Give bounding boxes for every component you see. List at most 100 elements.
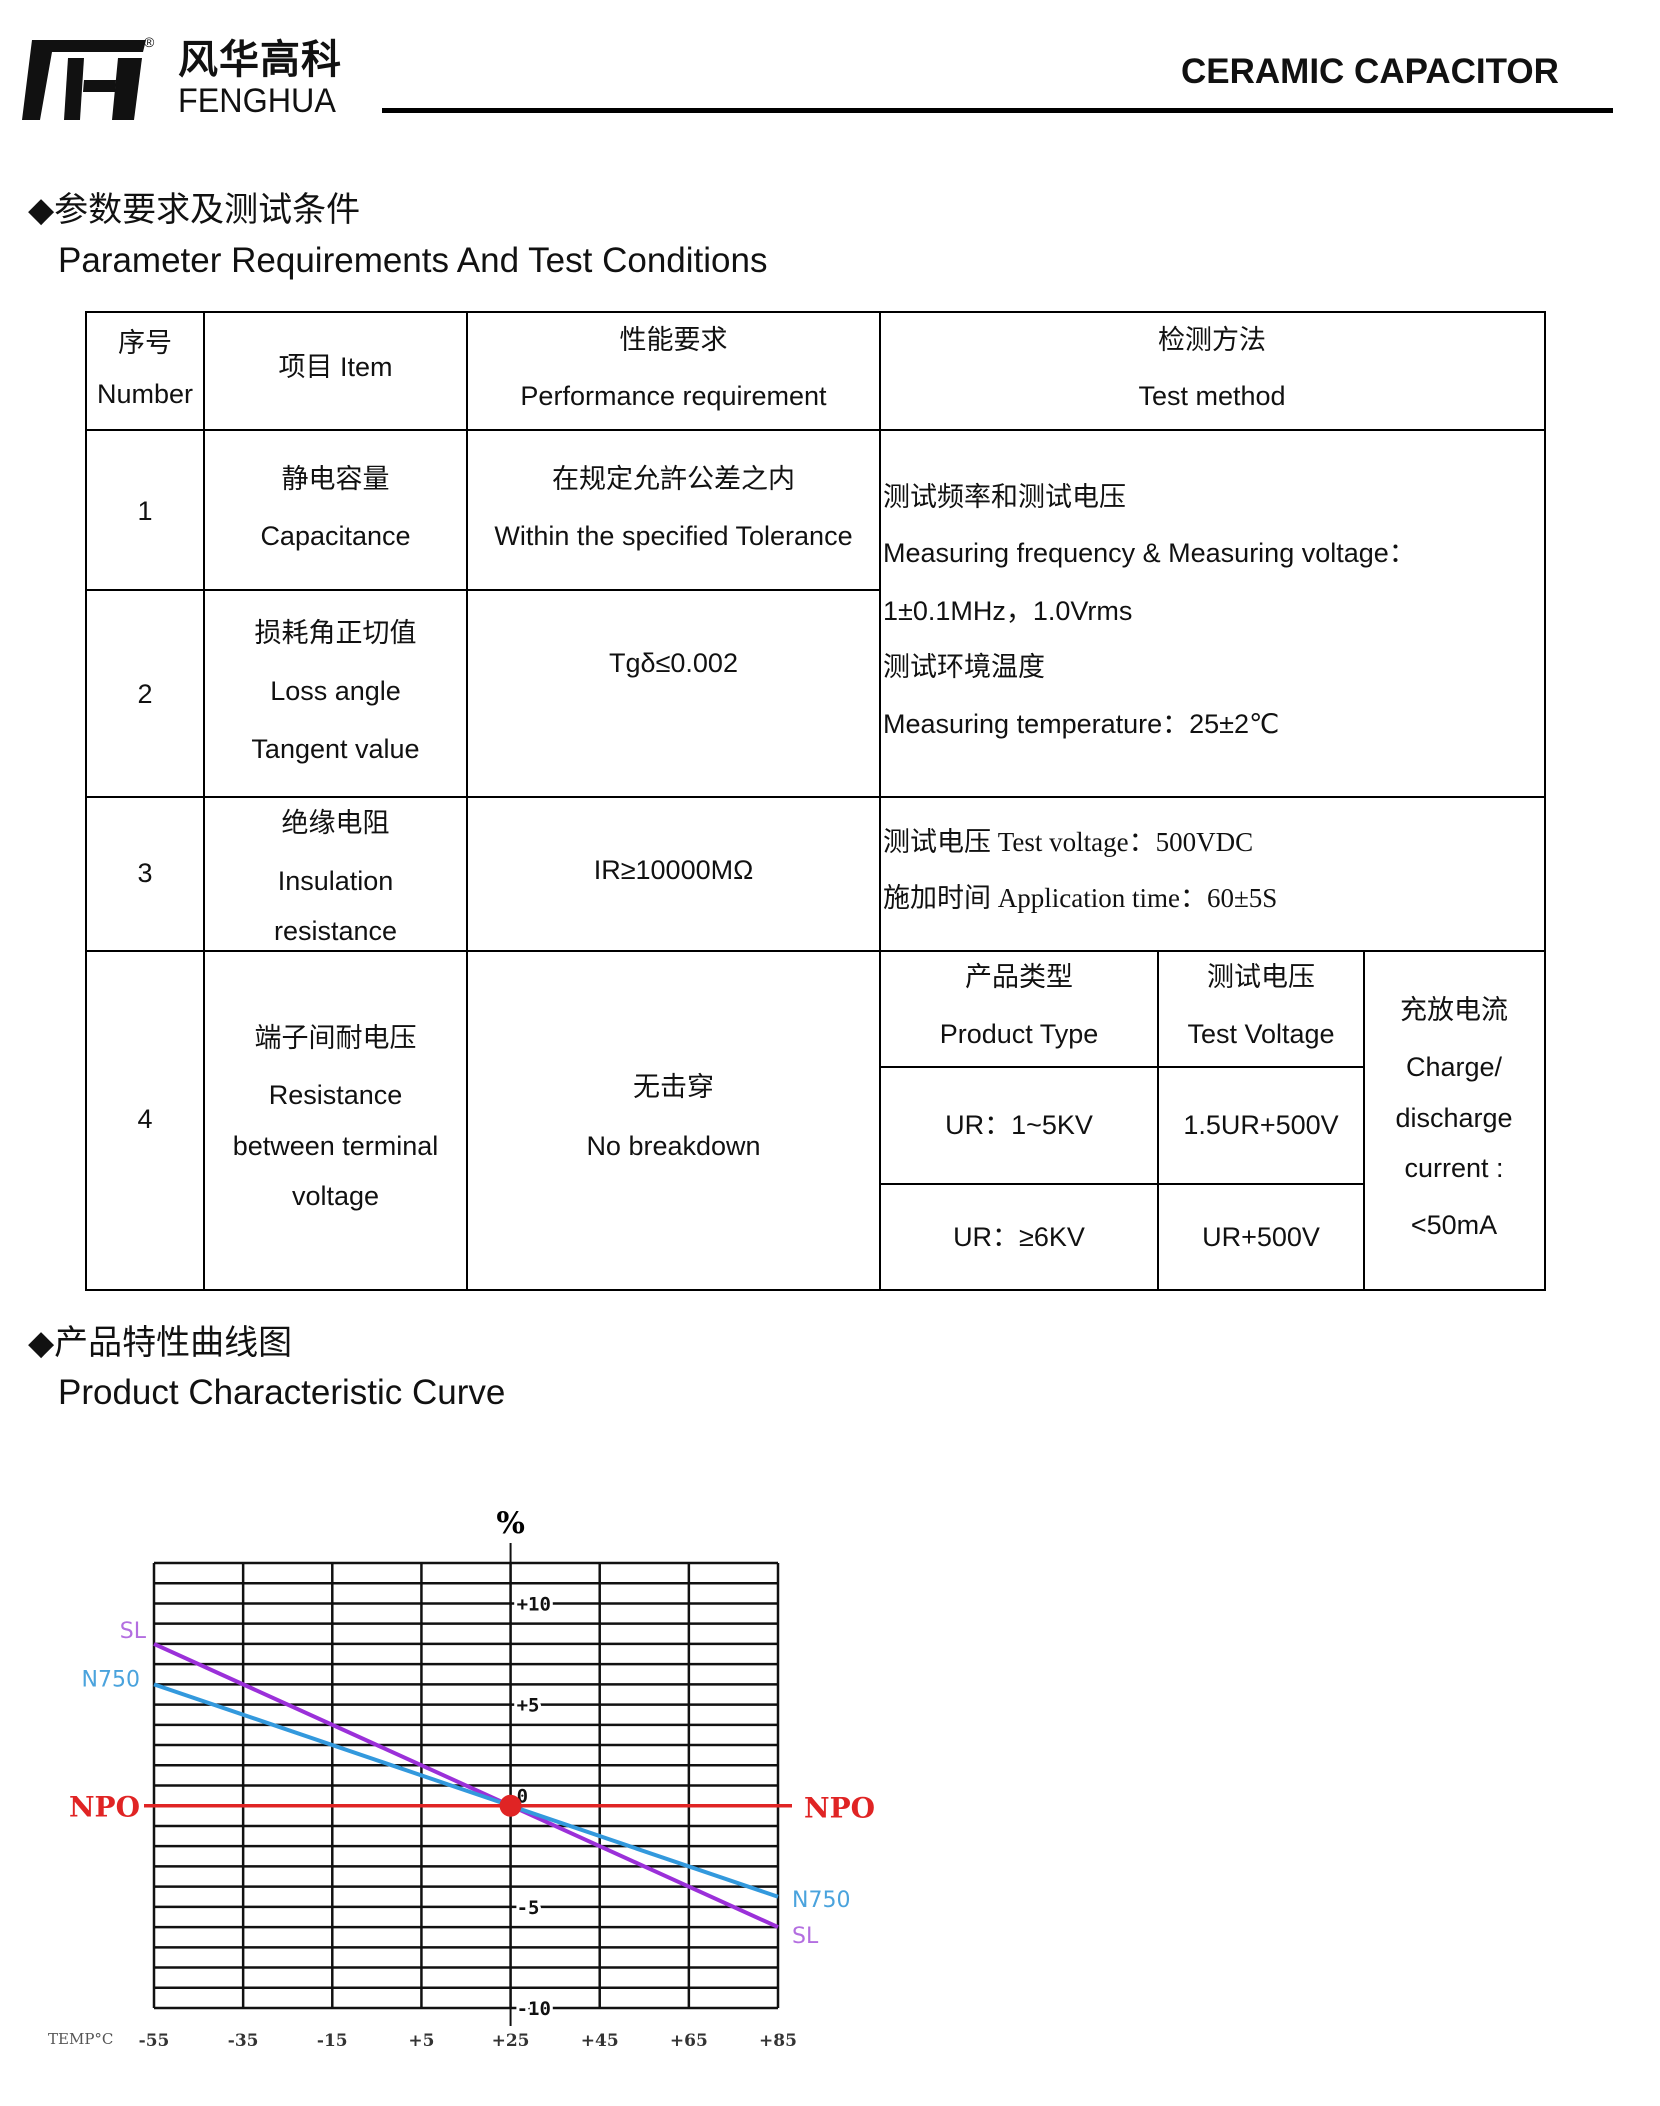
x-tick-label: +5 [408, 2031, 434, 2051]
row2-number: 2 [137, 679, 153, 709]
origin-marker [499, 1794, 522, 1817]
series-label-n750-left: N750 [82, 1667, 140, 1692]
subtable-type-value: UR：1~5KV [945, 1110, 1093, 1140]
row3-item-en: Insulation [277, 866, 394, 896]
table-border [86, 429, 1546, 431]
method-line: 测试频率和测试电压 [883, 482, 1126, 512]
table-border [86, 311, 1546, 313]
table-border [86, 1289, 1546, 1291]
row2-performance: Tgδ≤0.002 [609, 648, 738, 678]
subtable-type-header-en: Product Type [939, 1019, 1099, 1049]
row1-number: 1 [137, 496, 153, 526]
subtable-type-header-cn: 产品类型 [965, 962, 1073, 992]
header-performance-cn: 性能要求 [619, 325, 728, 355]
section1-heading-en: Parameter Requirements And Test Conditio… [58, 241, 768, 280]
y-axis-label: % [496, 1506, 525, 1541]
subtable-voltage-value: UR+500V [1202, 1222, 1320, 1252]
table-border [1157, 950, 1159, 1291]
y-tick-label: 0 [517, 1786, 528, 1808]
row4-performance-cn: 无击穿 [633, 1072, 714, 1102]
header-rule [382, 108, 1613, 113]
section1-title-cn: 参数要求及测试条件 [54, 191, 361, 229]
subtable-current-line: <50mA [1410, 1210, 1498, 1240]
x-axis-label: TEMP°C [48, 2030, 113, 2048]
row2-item-cn: 损耗角正切值 [254, 618, 417, 648]
table-border [880, 1183, 1364, 1185]
row1-item-cn: 静电容量 [281, 464, 390, 494]
row3-method-line: 测试电压 Test voltage：500VDC [883, 827, 1254, 857]
subtable-current-line: Charge/ [1405, 1052, 1503, 1082]
row3-method-line: 施加时间 Application time：60±5S [883, 883, 1278, 913]
row4-number: 4 [137, 1104, 153, 1134]
method-line: Measuring frequency & Measuring voltage： [883, 538, 1416, 568]
subtable-type-value: UR：≥6KV [953, 1222, 1085, 1252]
method-line: Measuring temperature：25±2℃ [883, 709, 1280, 739]
characteristic-curve-chart: % +10 +5 0 -5 -10 -55 -35 -15 +5 +25 +45 +65 +85 TEMP°… [48, 1506, 875, 2051]
header-item: 项目 Item [278, 352, 393, 382]
series-label-sl-right: SL [792, 1924, 819, 1949]
y-tick-label: -10 [517, 1998, 551, 2020]
x-tick-label: -55 [139, 2031, 170, 2051]
registered-mark: ® [144, 34, 155, 50]
table-border [203, 311, 205, 1291]
header-method-cn: 检测方法 [1158, 325, 1266, 355]
section2-title-cn: 产品特性曲线图 [54, 1324, 293, 1362]
row3-item-en: resistance [273, 916, 398, 946]
series-label-sl-left: SL [120, 1619, 147, 1644]
row1-item-en: Capacitance [260, 521, 411, 551]
section2-heading-en: Product Characteristic Curve [58, 1373, 506, 1412]
x-tick-label: +65 [670, 2031, 708, 2051]
logo-en-text: FENGHUA [178, 82, 336, 120]
row4-item-en: between terminal [232, 1131, 439, 1161]
subtable-current-line: discharge [1395, 1103, 1513, 1133]
logo-cn-text: 风华高科 [178, 38, 342, 82]
y-tick-label: +5 [517, 1695, 540, 1717]
table-border [880, 1066, 1364, 1068]
subtable-voltage-header-cn: 测试电压 [1207, 962, 1315, 992]
page-title: CERAMIC CAPACITOR [1181, 52, 1559, 91]
series-label-n750-right: N750 [792, 1888, 850, 1913]
section1-heading-cn: ◆参数要求及测试条件 [28, 188, 360, 232]
header-number-en: Number [96, 379, 194, 409]
y-tick-label: -5 [517, 1897, 540, 1919]
y-tick-label: +10 [517, 1593, 551, 1615]
row1-performance-cn: 在规定允許公差之内 [552, 464, 795, 494]
header-method-en: Test method [1138, 381, 1286, 411]
subtable-current-line: 充放电流 [1400, 995, 1508, 1025]
row1-performance-en: Within the specified Tolerance [494, 521, 853, 551]
table-border [1544, 311, 1546, 1291]
x-tick-label: +25 [492, 2031, 530, 2051]
row3-number: 3 [137, 858, 153, 888]
series-label-npo-left: NPO [69, 1791, 140, 1824]
diamond-bullet-icon: ◆ [28, 191, 55, 229]
series-line-n750 [153, 1682, 779, 1899]
table-border [879, 311, 881, 1291]
table-border [466, 311, 468, 1291]
table-border [86, 589, 881, 591]
row4-item-en: voltage [291, 1181, 380, 1211]
fenghua-logo-mark [22, 40, 146, 120]
row2-item-en: Tangent value [251, 734, 420, 764]
subtable-current-line: current : [1404, 1153, 1504, 1183]
row4-item-cn: 端子间耐电压 [254, 1023, 417, 1053]
row2-item-en: Loss angle [270, 676, 401, 706]
x-tick-label: +85 [759, 2031, 797, 2051]
method-line: 测试环境温度 [883, 652, 1045, 682]
section2-heading-cn: ◆产品特性曲线图 [28, 1321, 292, 1365]
row3-performance: IR≥10000MΩ [593, 855, 754, 885]
table-border [86, 950, 1546, 952]
subtable-voltage-value: 1.5UR+500V [1183, 1110, 1339, 1140]
row4-performance-en: No breakdown [586, 1131, 761, 1161]
table-border [1363, 950, 1365, 1291]
row4-item-en: Resistance [268, 1080, 403, 1110]
diamond-bullet-icon: ◆ [28, 1324, 55, 1362]
series-label-npo-right: NPO [804, 1792, 875, 1825]
x-tick-label: +45 [581, 2031, 619, 2051]
subtable-voltage-header-en: Test Voltage [1187, 1019, 1335, 1049]
table-border [85, 311, 87, 1291]
header-performance-en: Performance requirement [520, 381, 827, 411]
row3-item-cn: 绝缘电阻 [281, 808, 390, 838]
table-border [86, 796, 1546, 798]
header-number-cn: 序号 [118, 328, 172, 358]
x-tick-label: -15 [317, 2031, 348, 2051]
